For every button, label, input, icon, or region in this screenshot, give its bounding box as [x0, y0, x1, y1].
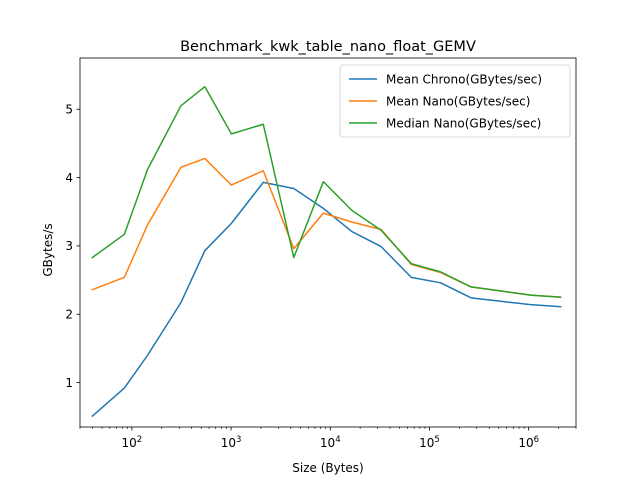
legend-label-2: Mean Nano(GBytes/sec) [386, 95, 530, 109]
y-tick-label: 5 [65, 103, 73, 117]
y-tick-label: 4 [65, 171, 73, 185]
series-line-1 [91, 181, 562, 418]
legend-label-3: Median Nano(GBytes/sec) [386, 117, 541, 131]
x-tick-label: 104 [320, 435, 341, 450]
x-axis-label: Size (Bytes) [292, 461, 363, 475]
plot-frame [79, 57, 577, 428]
y-tick-label: 2 [65, 308, 73, 322]
legend-label-1: Mean Chrono(GBytes/sec) [386, 73, 542, 87]
legend: Mean Chrono(GBytes/sec) Mean Nano(GBytes/… [339, 64, 571, 138]
y-tick-label: 3 [65, 239, 73, 253]
x-tick-label: 103 [221, 435, 242, 450]
legend-box [339, 64, 571, 138]
axes: 102 103 104 105 106 1 2 3 4 5 [65, 57, 577, 450]
series-line-3 [91, 85, 562, 298]
series-lines [91, 85, 562, 418]
x-tick-label: 105 [419, 435, 440, 450]
x-tick-label: 106 [518, 435, 539, 450]
y-axis-label: GBytes/s [41, 223, 55, 276]
y-tick-label: 1 [65, 376, 73, 390]
x-tick-label: 102 [122, 435, 143, 450]
chart-title: Benchmark_kwk_table_nano_float_GEMV [180, 39, 476, 55]
